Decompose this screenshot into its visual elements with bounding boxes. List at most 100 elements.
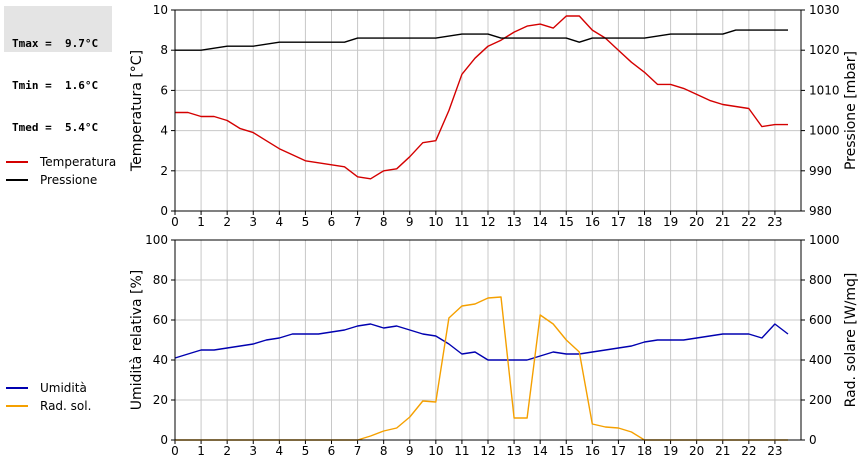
stat-tmin: Tmin = 1.6°C bbox=[12, 79, 99, 92]
panel2-y-tick-label-left: 60 bbox=[153, 313, 168, 327]
panel2-y-tick-label-left: 80 bbox=[153, 273, 168, 287]
panel2-series-line-rad-sol- bbox=[175, 296, 788, 441]
legend-swatch bbox=[6, 161, 28, 163]
panel2-x-tick-label: 21 bbox=[715, 444, 730, 458]
legend-top: Temperatura Pressione bbox=[6, 153, 116, 189]
legend-label: Pressione bbox=[40, 173, 98, 187]
panel1-x-tick-label: 13 bbox=[506, 215, 521, 229]
panel2-x-tick-label: 23 bbox=[767, 444, 782, 458]
legend-item-temperatura: Temperatura bbox=[6, 153, 116, 171]
panel2-y-axis-label-right: Rad. solare [W/mq] bbox=[843, 273, 859, 408]
panel1-x-tick-label: 6 bbox=[328, 215, 336, 229]
panel2-y-tick-label-left: 40 bbox=[153, 353, 168, 367]
panel1-x-tick-label: 15 bbox=[559, 215, 574, 229]
panel2-x-tick-label: 4 bbox=[276, 444, 284, 458]
stats-box: Tmax = 9.7°C Tmin = 1.6°C Tmed = 5.4°C bbox=[4, 6, 112, 134]
panel1-y-tick-label-left: 2 bbox=[160, 164, 168, 178]
legend-swatch bbox=[6, 405, 28, 407]
panel1-x-tick-label: 11 bbox=[454, 215, 469, 229]
panel2-x-tick-label: 7 bbox=[354, 444, 362, 458]
panel1-y-tick-label-right: 980 bbox=[809, 204, 832, 218]
panel2-x-tick-label: 5 bbox=[302, 444, 310, 458]
legend-item-pressione: Pressione bbox=[6, 171, 116, 189]
panel1-x-tick-label: 12 bbox=[480, 215, 495, 229]
panel2-x-tick-label: 1 bbox=[197, 444, 205, 458]
panel2-x-tick-label: 8 bbox=[380, 444, 388, 458]
legend-label: Temperatura bbox=[40, 155, 117, 169]
panel1-x-tick-label: 22 bbox=[741, 215, 756, 229]
panel2-x-tick-label: 9 bbox=[406, 444, 414, 458]
legend-item-umidita: Umidità bbox=[6, 379, 91, 397]
legend-label: Rad. sol. bbox=[40, 399, 92, 413]
panel2-y-tick-label-right: 0 bbox=[809, 433, 817, 447]
panel2-series-line-umidit- bbox=[174, 323, 789, 361]
panel1-x-tick-label: 23 bbox=[767, 215, 782, 229]
legend-swatch bbox=[6, 387, 28, 389]
panel2-x-tick-label: 15 bbox=[559, 444, 574, 458]
panel2-x-tick-label: 13 bbox=[506, 444, 521, 458]
panel1-x-tick-label: 4 bbox=[276, 215, 284, 229]
panel1-y-tick-label-left: 10 bbox=[153, 3, 168, 17]
panel2-y-tick-label-right: 600 bbox=[809, 313, 832, 327]
panel2-x-tick-label: 20 bbox=[689, 444, 704, 458]
panel1-x-tick-label: 3 bbox=[249, 215, 257, 229]
panel1-y-tick-label-left: 4 bbox=[160, 124, 168, 138]
panel2-x-tick-label: 10 bbox=[428, 444, 443, 458]
panel1-x-tick-label: 14 bbox=[533, 215, 548, 229]
panel1-series-line-pressione bbox=[175, 29, 788, 51]
panel1-y-tick-label-left: 8 bbox=[160, 43, 168, 57]
panel2-y-tick-label-left: 20 bbox=[153, 393, 168, 407]
panel2-y-tick-label-right: 1000 bbox=[809, 233, 840, 247]
stat-tmax: Tmax = 9.7°C bbox=[12, 37, 99, 50]
legend-bottom: Umidità Rad. sol. bbox=[6, 379, 91, 415]
legend-label: Umidità bbox=[40, 381, 87, 395]
panel1-x-tick-label: 21 bbox=[715, 215, 730, 229]
panel1-y-tick-label-right: 1020 bbox=[809, 43, 840, 57]
panel1-x-tick-label: 19 bbox=[663, 215, 678, 229]
panel1-y-tick-label-right: 1000 bbox=[809, 124, 840, 138]
panel2-x-tick-label: 22 bbox=[741, 444, 756, 458]
panel1-x-tick-label: 17 bbox=[611, 215, 626, 229]
panel1-x-tick-label: 5 bbox=[302, 215, 310, 229]
panel2-y-tick-label-right: 200 bbox=[809, 393, 832, 407]
panel2-x-tick-label: 2 bbox=[223, 444, 231, 458]
panel2-y-tick-label-left: 100 bbox=[145, 233, 168, 247]
panel1-y-tick-label-right: 1010 bbox=[809, 83, 840, 97]
panel1-y-axis-label-right: Pressione [mbar] bbox=[843, 51, 859, 170]
panel1-plot-frame bbox=[174, 9, 802, 212]
legend-item-rad-sol: Rad. sol. bbox=[6, 397, 91, 415]
panel1-series-line-temperatura bbox=[175, 15, 788, 180]
panel2-x-tick-label: 0 bbox=[171, 444, 179, 458]
panel1-y-tick-label-left: 6 bbox=[160, 83, 168, 97]
panel2-y-tick-label-right: 800 bbox=[809, 273, 832, 287]
panel2-plot-frame bbox=[174, 239, 802, 441]
panel1-x-tick-label: 2 bbox=[223, 215, 231, 229]
panel2-x-tick-label: 12 bbox=[480, 444, 495, 458]
panel1-y-tick-label-right: 1030 bbox=[809, 3, 840, 17]
panel1-y-tick-label-right: 990 bbox=[809, 164, 832, 178]
panel2-x-tick-label: 19 bbox=[663, 444, 678, 458]
stat-tmed: Tmed = 5.4°C bbox=[12, 121, 99, 134]
panel2-x-tick-label: 11 bbox=[454, 444, 469, 458]
panel2-y-tick-label-left: 0 bbox=[160, 433, 168, 447]
panel1-y-tick-label-left: 0 bbox=[160, 204, 168, 218]
panel1-x-tick-label: 9 bbox=[406, 215, 414, 229]
legend-swatch bbox=[6, 179, 28, 181]
panel1-x-tick-label: 1 bbox=[197, 215, 205, 229]
panel2-x-tick-label: 18 bbox=[637, 444, 652, 458]
panel2-x-tick-label: 17 bbox=[611, 444, 626, 458]
panel2-y-axis-label-left: Umidità relativa [%] bbox=[129, 270, 145, 411]
panel1-x-tick-label: 10 bbox=[428, 215, 443, 229]
panel2-x-tick-label: 6 bbox=[328, 444, 336, 458]
panel1-x-tick-label: 20 bbox=[689, 215, 704, 229]
panel1-x-tick-label: 8 bbox=[380, 215, 388, 229]
panel1-x-tick-label: 7 bbox=[354, 215, 362, 229]
panel2-x-tick-label: 3 bbox=[249, 444, 257, 458]
panel2-x-tick-label: 16 bbox=[585, 444, 600, 458]
panel1-x-tick-label: 18 bbox=[637, 215, 652, 229]
panel1-y-axis-label-left: Temperatura [°C] bbox=[129, 50, 145, 172]
panel2-y-tick-label-right: 400 bbox=[809, 353, 832, 367]
panel2-x-tick-label: 14 bbox=[533, 444, 548, 458]
panel1-x-tick-label: 16 bbox=[585, 215, 600, 229]
